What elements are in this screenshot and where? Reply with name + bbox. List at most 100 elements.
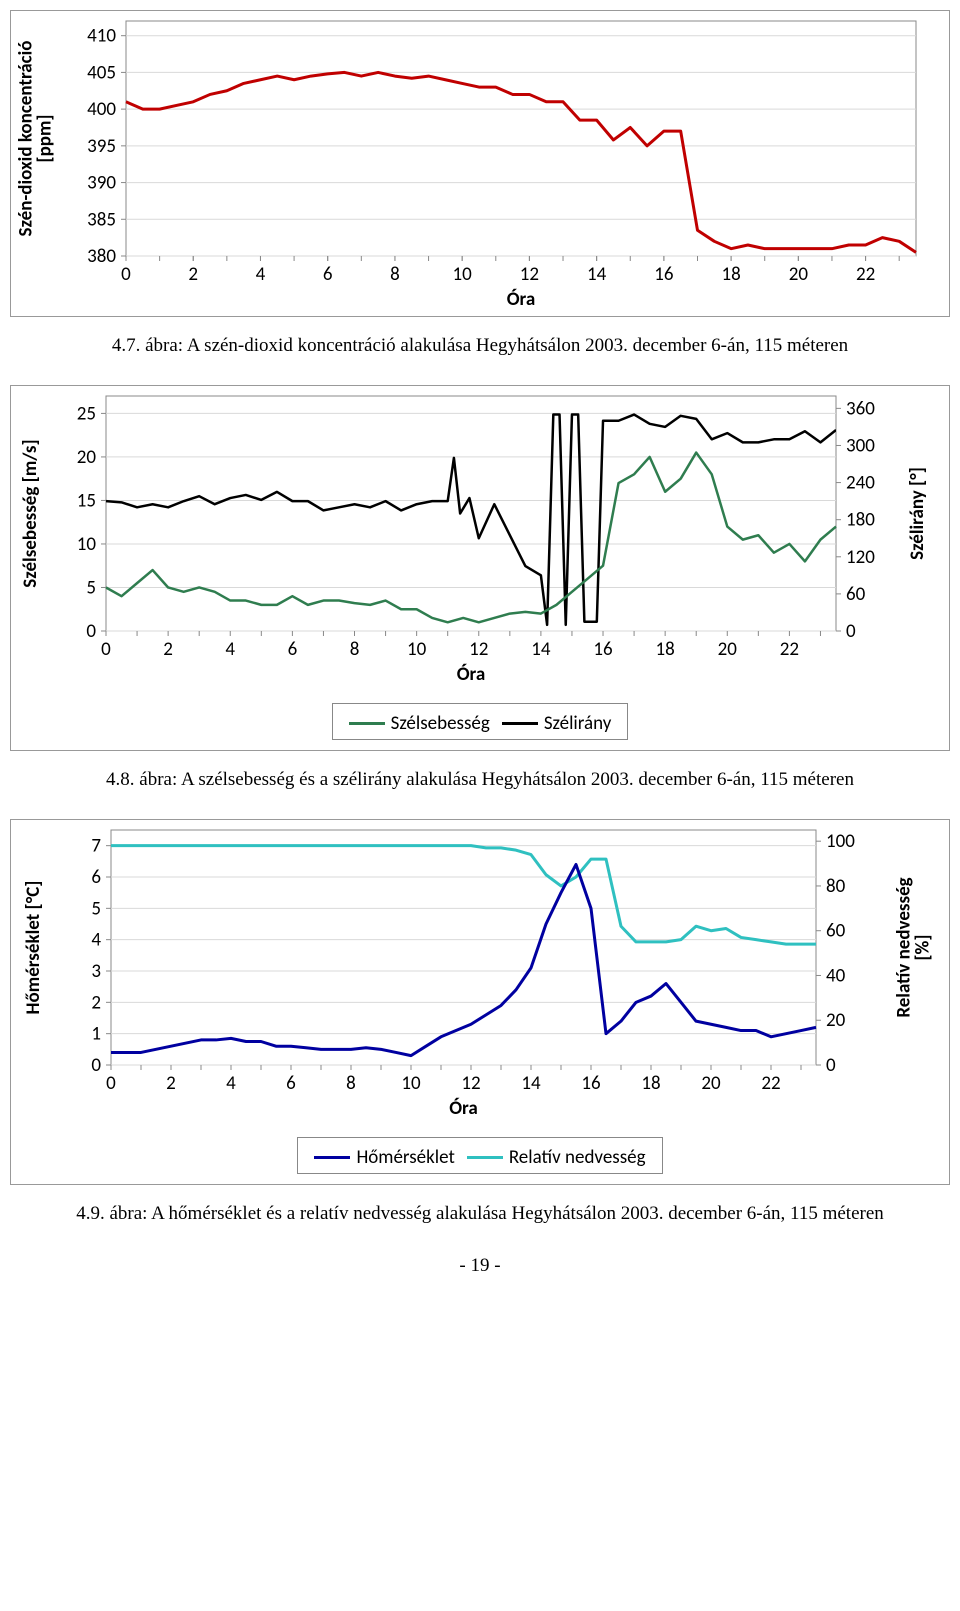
svg-text:2: 2 — [166, 1072, 176, 1095]
svg-text:395: 395 — [87, 135, 116, 158]
svg-text:8: 8 — [390, 263, 400, 286]
svg-text:Szén-dioxid koncentráció[ppm]: Szén-dioxid koncentráció[ppm] — [15, 40, 57, 236]
svg-text:1: 1 — [91, 1023, 101, 1046]
caption-2: 4.8. ábra: A szélsebesség és a szélirány… — [10, 769, 950, 791]
svg-text:0: 0 — [106, 1072, 116, 1095]
svg-text:2: 2 — [163, 638, 173, 661]
legend-item: Hőmérséklet — [314, 1146, 454, 1169]
chart2-legend: Szélsebesség Szélirány — [11, 703, 949, 740]
svg-text:60: 60 — [826, 920, 846, 943]
svg-text:360: 360 — [846, 397, 875, 420]
svg-text:10: 10 — [401, 1072, 421, 1095]
svg-text:7: 7 — [91, 835, 101, 858]
svg-text:400: 400 — [87, 98, 116, 121]
svg-text:14: 14 — [531, 638, 551, 661]
svg-text:16: 16 — [593, 638, 612, 661]
svg-text:8: 8 — [346, 1072, 356, 1095]
chart3-svg: 012345670204060801000246810121416182022Ó… — [11, 820, 941, 1120]
chart3-frame: 012345670204060801000246810121416182022Ó… — [10, 819, 950, 1185]
svg-text:390: 390 — [87, 172, 116, 195]
svg-text:20: 20 — [826, 1009, 846, 1032]
svg-text:385: 385 — [87, 208, 116, 231]
legend-item: Szélsebesség — [349, 712, 490, 735]
svg-text:8: 8 — [350, 638, 360, 661]
svg-text:Óra: Óra — [457, 663, 486, 686]
svg-text:380: 380 — [87, 245, 116, 268]
svg-text:5: 5 — [86, 576, 96, 599]
svg-text:Óra: Óra — [507, 288, 536, 311]
svg-text:20: 20 — [77, 446, 97, 469]
svg-text:18: 18 — [641, 1072, 660, 1095]
svg-text:Óra: Óra — [449, 1097, 478, 1120]
svg-text:22: 22 — [856, 263, 875, 286]
svg-text:16: 16 — [654, 263, 673, 286]
svg-text:20: 20 — [718, 638, 738, 661]
svg-text:0: 0 — [826, 1054, 836, 1077]
svg-text:Szélirány [°]: Szélirány [°] — [906, 467, 929, 560]
svg-text:6: 6 — [323, 263, 333, 286]
svg-text:0: 0 — [121, 263, 131, 286]
svg-text:18: 18 — [656, 638, 675, 661]
svg-text:60: 60 — [846, 583, 866, 606]
svg-text:10: 10 — [453, 263, 473, 286]
legend-item: Szélirány — [502, 712, 612, 735]
legend-label: Relatív nedvesség — [509, 1146, 646, 1169]
svg-text:12: 12 — [469, 638, 488, 661]
caption-1: 4.7. ábra: A szén-dioxid koncentráció al… — [10, 335, 950, 357]
svg-text:10: 10 — [407, 638, 427, 661]
svg-text:6: 6 — [288, 638, 298, 661]
svg-text:100: 100 — [826, 830, 855, 853]
svg-text:16: 16 — [581, 1072, 600, 1095]
svg-text:6: 6 — [286, 1072, 296, 1095]
svg-text:12: 12 — [520, 263, 539, 286]
svg-text:20: 20 — [789, 263, 809, 286]
chart1-svg: 3803853903954004054100246810121416182022… — [11, 11, 941, 311]
svg-text:40: 40 — [826, 964, 846, 987]
page-number: - 19 - — [10, 1255, 950, 1277]
svg-text:12: 12 — [461, 1072, 480, 1095]
legend-swatch — [314, 1156, 350, 1159]
svg-text:4: 4 — [256, 263, 266, 286]
legend-label: Szélirány — [544, 712, 612, 735]
legend-swatch — [467, 1156, 503, 1159]
caption-3: 4.9. ábra: A hőmérséklet és a relatív ne… — [10, 1203, 950, 1225]
chart1-frame: 3803853903954004054100246810121416182022… — [10, 10, 950, 317]
svg-text:4: 4 — [226, 1072, 236, 1095]
legend-swatch — [349, 722, 385, 725]
svg-text:300: 300 — [846, 434, 875, 457]
svg-text:4: 4 — [91, 929, 101, 952]
svg-text:14: 14 — [521, 1072, 541, 1095]
svg-text:4: 4 — [225, 638, 235, 661]
svg-text:5: 5 — [91, 897, 101, 920]
chart3-legend: Hőmérséklet Relatív nedvesség — [11, 1137, 949, 1174]
svg-text:2: 2 — [91, 991, 101, 1014]
svg-text:0: 0 — [91, 1054, 101, 1077]
svg-text:0: 0 — [846, 620, 856, 643]
svg-text:18: 18 — [721, 263, 740, 286]
svg-text:0: 0 — [86, 620, 96, 643]
svg-text:410: 410 — [87, 25, 116, 48]
legend-label: Szélsebesség — [391, 712, 490, 735]
svg-text:Relatív nedvesség[%]: Relatív nedvesség[%] — [893, 877, 935, 1017]
svg-text:180: 180 — [846, 509, 875, 532]
svg-text:6: 6 — [91, 866, 101, 889]
svg-text:240: 240 — [846, 472, 875, 495]
svg-text:0: 0 — [101, 638, 111, 661]
legend-label: Hőmérséklet — [356, 1146, 454, 1169]
svg-text:22: 22 — [761, 1072, 780, 1095]
svg-text:Szélsebesség [m/s]: Szélsebesség [m/s] — [19, 439, 42, 587]
chart2-frame: 0 5 10 15 20 25 0 60 120 180 240 300 360 0 2 4 6 8 10 12 14 1… — [10, 385, 950, 751]
svg-text:15: 15 — [77, 489, 96, 512]
svg-text:20: 20 — [701, 1072, 721, 1095]
svg-text:3: 3 — [91, 960, 101, 983]
svg-text:22: 22 — [780, 638, 799, 661]
legend-swatch — [502, 722, 538, 725]
svg-text:2: 2 — [188, 263, 198, 286]
svg-text:14: 14 — [587, 263, 607, 286]
svg-text:25: 25 — [77, 402, 96, 425]
svg-text:10: 10 — [77, 533, 97, 556]
svg-text:120: 120 — [846, 546, 875, 569]
svg-text:Hőmérséklet [°C]: Hőmérséklet [°C] — [22, 881, 45, 1015]
chart2-svg: 0 5 10 15 20 25 0 60 120 180 240 300 360 0 2 4 6 8 10 12 14 1… — [11, 386, 941, 686]
svg-text:80: 80 — [826, 875, 846, 898]
